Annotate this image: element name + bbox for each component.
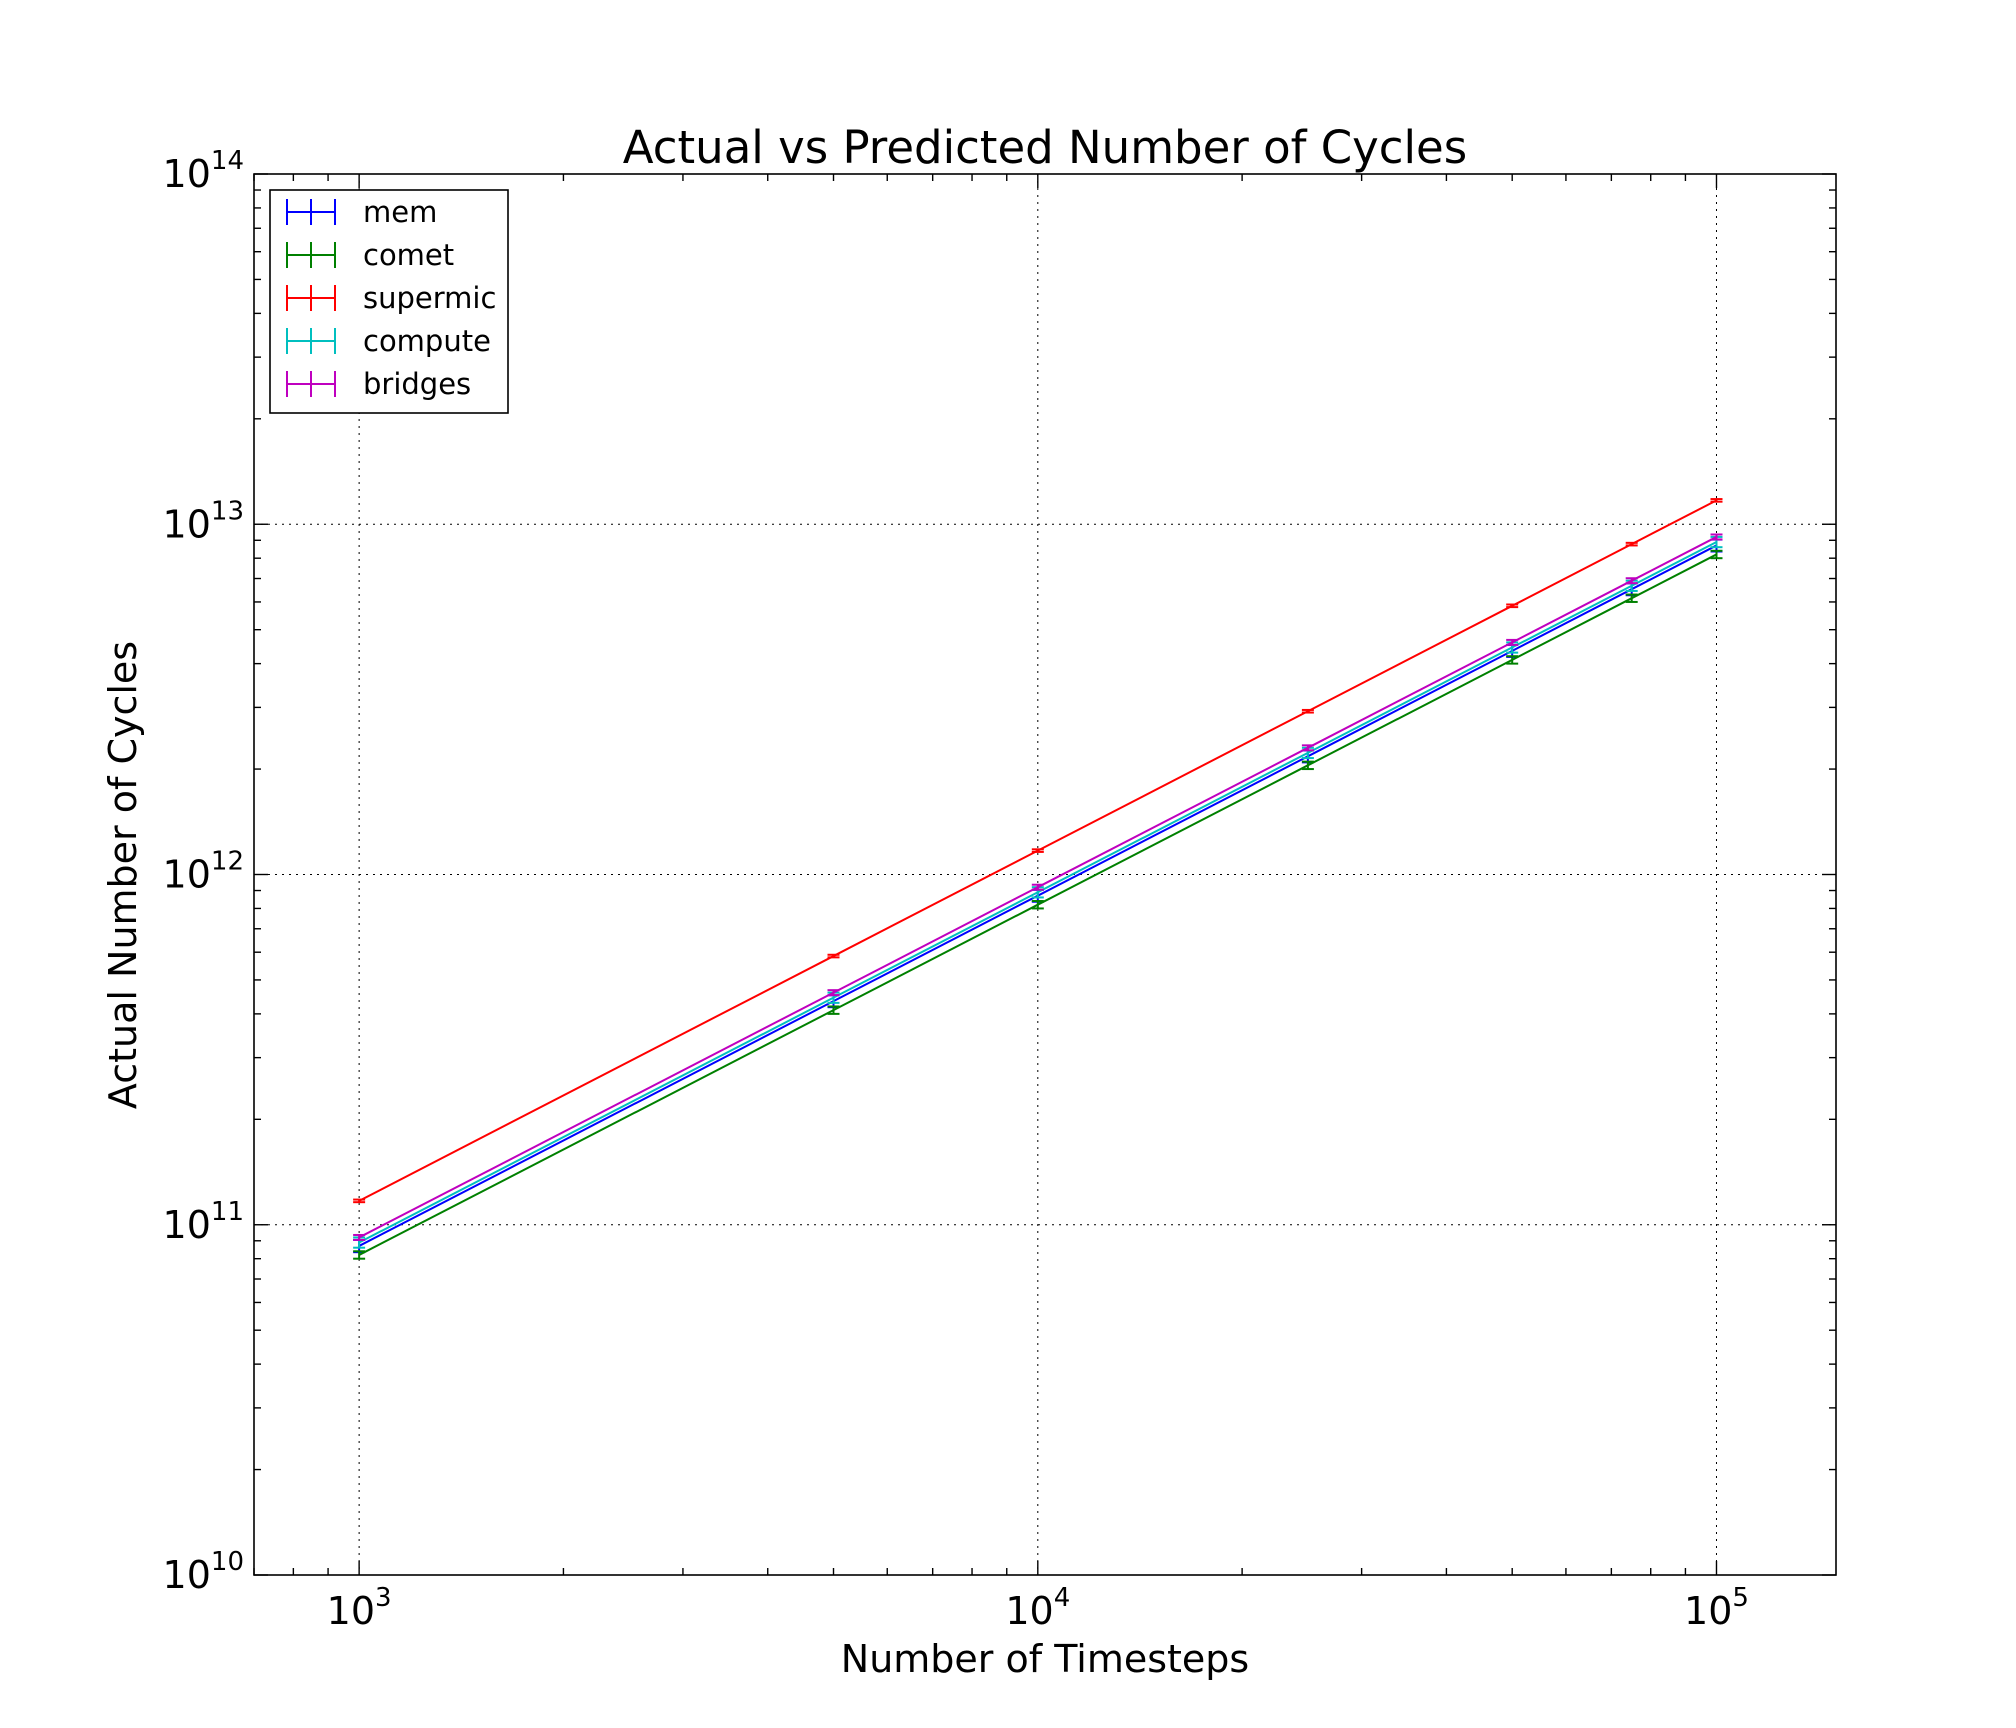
y-tick-label: 1011 <box>163 1197 244 1247</box>
legend-frame <box>269 189 509 414</box>
series-comet <box>353 549 1723 1260</box>
y-axis-label: Actual Number of Cycles <box>101 641 145 1109</box>
x-axis-ticks: 103 104 105 <box>327 174 1749 1633</box>
minor-ticks <box>253 174 1836 1575</box>
tick-label-exponent: 3 <box>375 1583 392 1613</box>
legend-entry-comet: comet <box>286 238 454 272</box>
y-tick-label: 1014 <box>163 146 244 196</box>
legend-label: mem <box>363 195 437 229</box>
x-tick-label: 103 <box>327 1583 392 1633</box>
tick-label-exponent: 14 <box>211 146 244 176</box>
legend: mem comet supermic compute bridges <box>269 189 509 414</box>
plot-series <box>353 498 1723 1260</box>
tick-label-exponent: 10 <box>211 1547 244 1577</box>
tick-label-base: 10 <box>327 1589 375 1633</box>
tick-label-exponent: 5 <box>1732 1583 1749 1613</box>
chart-title: Actual vs Predicted Number of Cycles <box>623 121 1467 174</box>
legend-entry-bridges: bridges <box>286 367 471 401</box>
tick-label-base: 10 <box>163 1203 211 1247</box>
legend-label: comet <box>363 238 454 272</box>
tick-label-base: 10 <box>163 853 211 897</box>
tick-label-base: 10 <box>163 502 211 546</box>
legend-entry-supermic: supermic <box>286 281 496 315</box>
legend-entry-compute: compute <box>286 324 491 358</box>
x-axis-label: Number of Timesteps <box>841 1637 1249 1681</box>
tick-label-exponent: 11 <box>211 1197 244 1227</box>
y-tick-label: 1013 <box>163 496 244 546</box>
x-tick-label: 105 <box>1684 1583 1749 1633</box>
tick-label-exponent: 12 <box>211 847 244 877</box>
y-tick-label: 1010 <box>163 1547 244 1597</box>
legend-label: bridges <box>363 367 471 401</box>
tick-label-base: 10 <box>163 1553 211 1597</box>
x-tick-label: 104 <box>1005 1583 1070 1633</box>
tick-label-base: 10 <box>163 152 211 196</box>
tick-label-base: 10 <box>1005 1589 1053 1633</box>
legend-entry-mem: mem <box>286 195 437 229</box>
series-bridges <box>353 533 1723 1241</box>
y-tick-label: 1012 <box>163 847 244 897</box>
legend-label: supermic <box>363 281 496 315</box>
tick-label-exponent: 13 <box>211 496 244 526</box>
tick-label-exponent: 4 <box>1054 1583 1071 1613</box>
series-supermic <box>353 498 1723 1204</box>
legend-label: compute <box>363 324 491 358</box>
tick-label-base: 10 <box>1684 1589 1732 1633</box>
